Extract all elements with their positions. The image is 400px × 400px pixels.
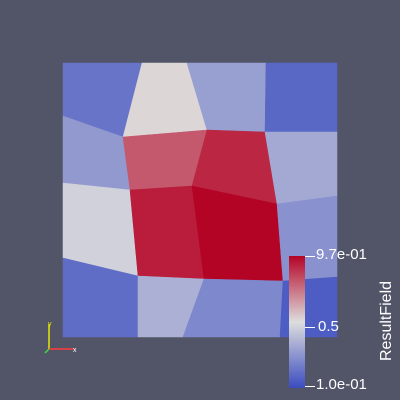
cell-mid-lower-right — [276, 195, 338, 282]
colorbar-min-label: 1.0e-01 — [316, 376, 367, 393]
z-axis-line — [44, 348, 50, 354]
orientation-axes-widget: y x — [44, 321, 77, 354]
y-axis-label: y — [48, 321, 52, 328]
colorbar-mid-label: 0.5 — [318, 318, 339, 335]
cell-top-right — [264, 62, 338, 133]
colorbar-gradient — [289, 256, 305, 388]
cell-mid-upper-right — [264, 131, 338, 205]
x-axis-label: x — [73, 347, 77, 354]
colorbar-mid-tick — [305, 327, 315, 328]
colorbar-title: ResultField — [378, 280, 395, 361]
colorbar-max-label: 9.7e-01 — [316, 246, 367, 263]
cell-center-lower-left — [129, 185, 205, 280]
colorbar-min-tick — [305, 386, 315, 387]
colorbar-max-tick — [305, 256, 315, 257]
